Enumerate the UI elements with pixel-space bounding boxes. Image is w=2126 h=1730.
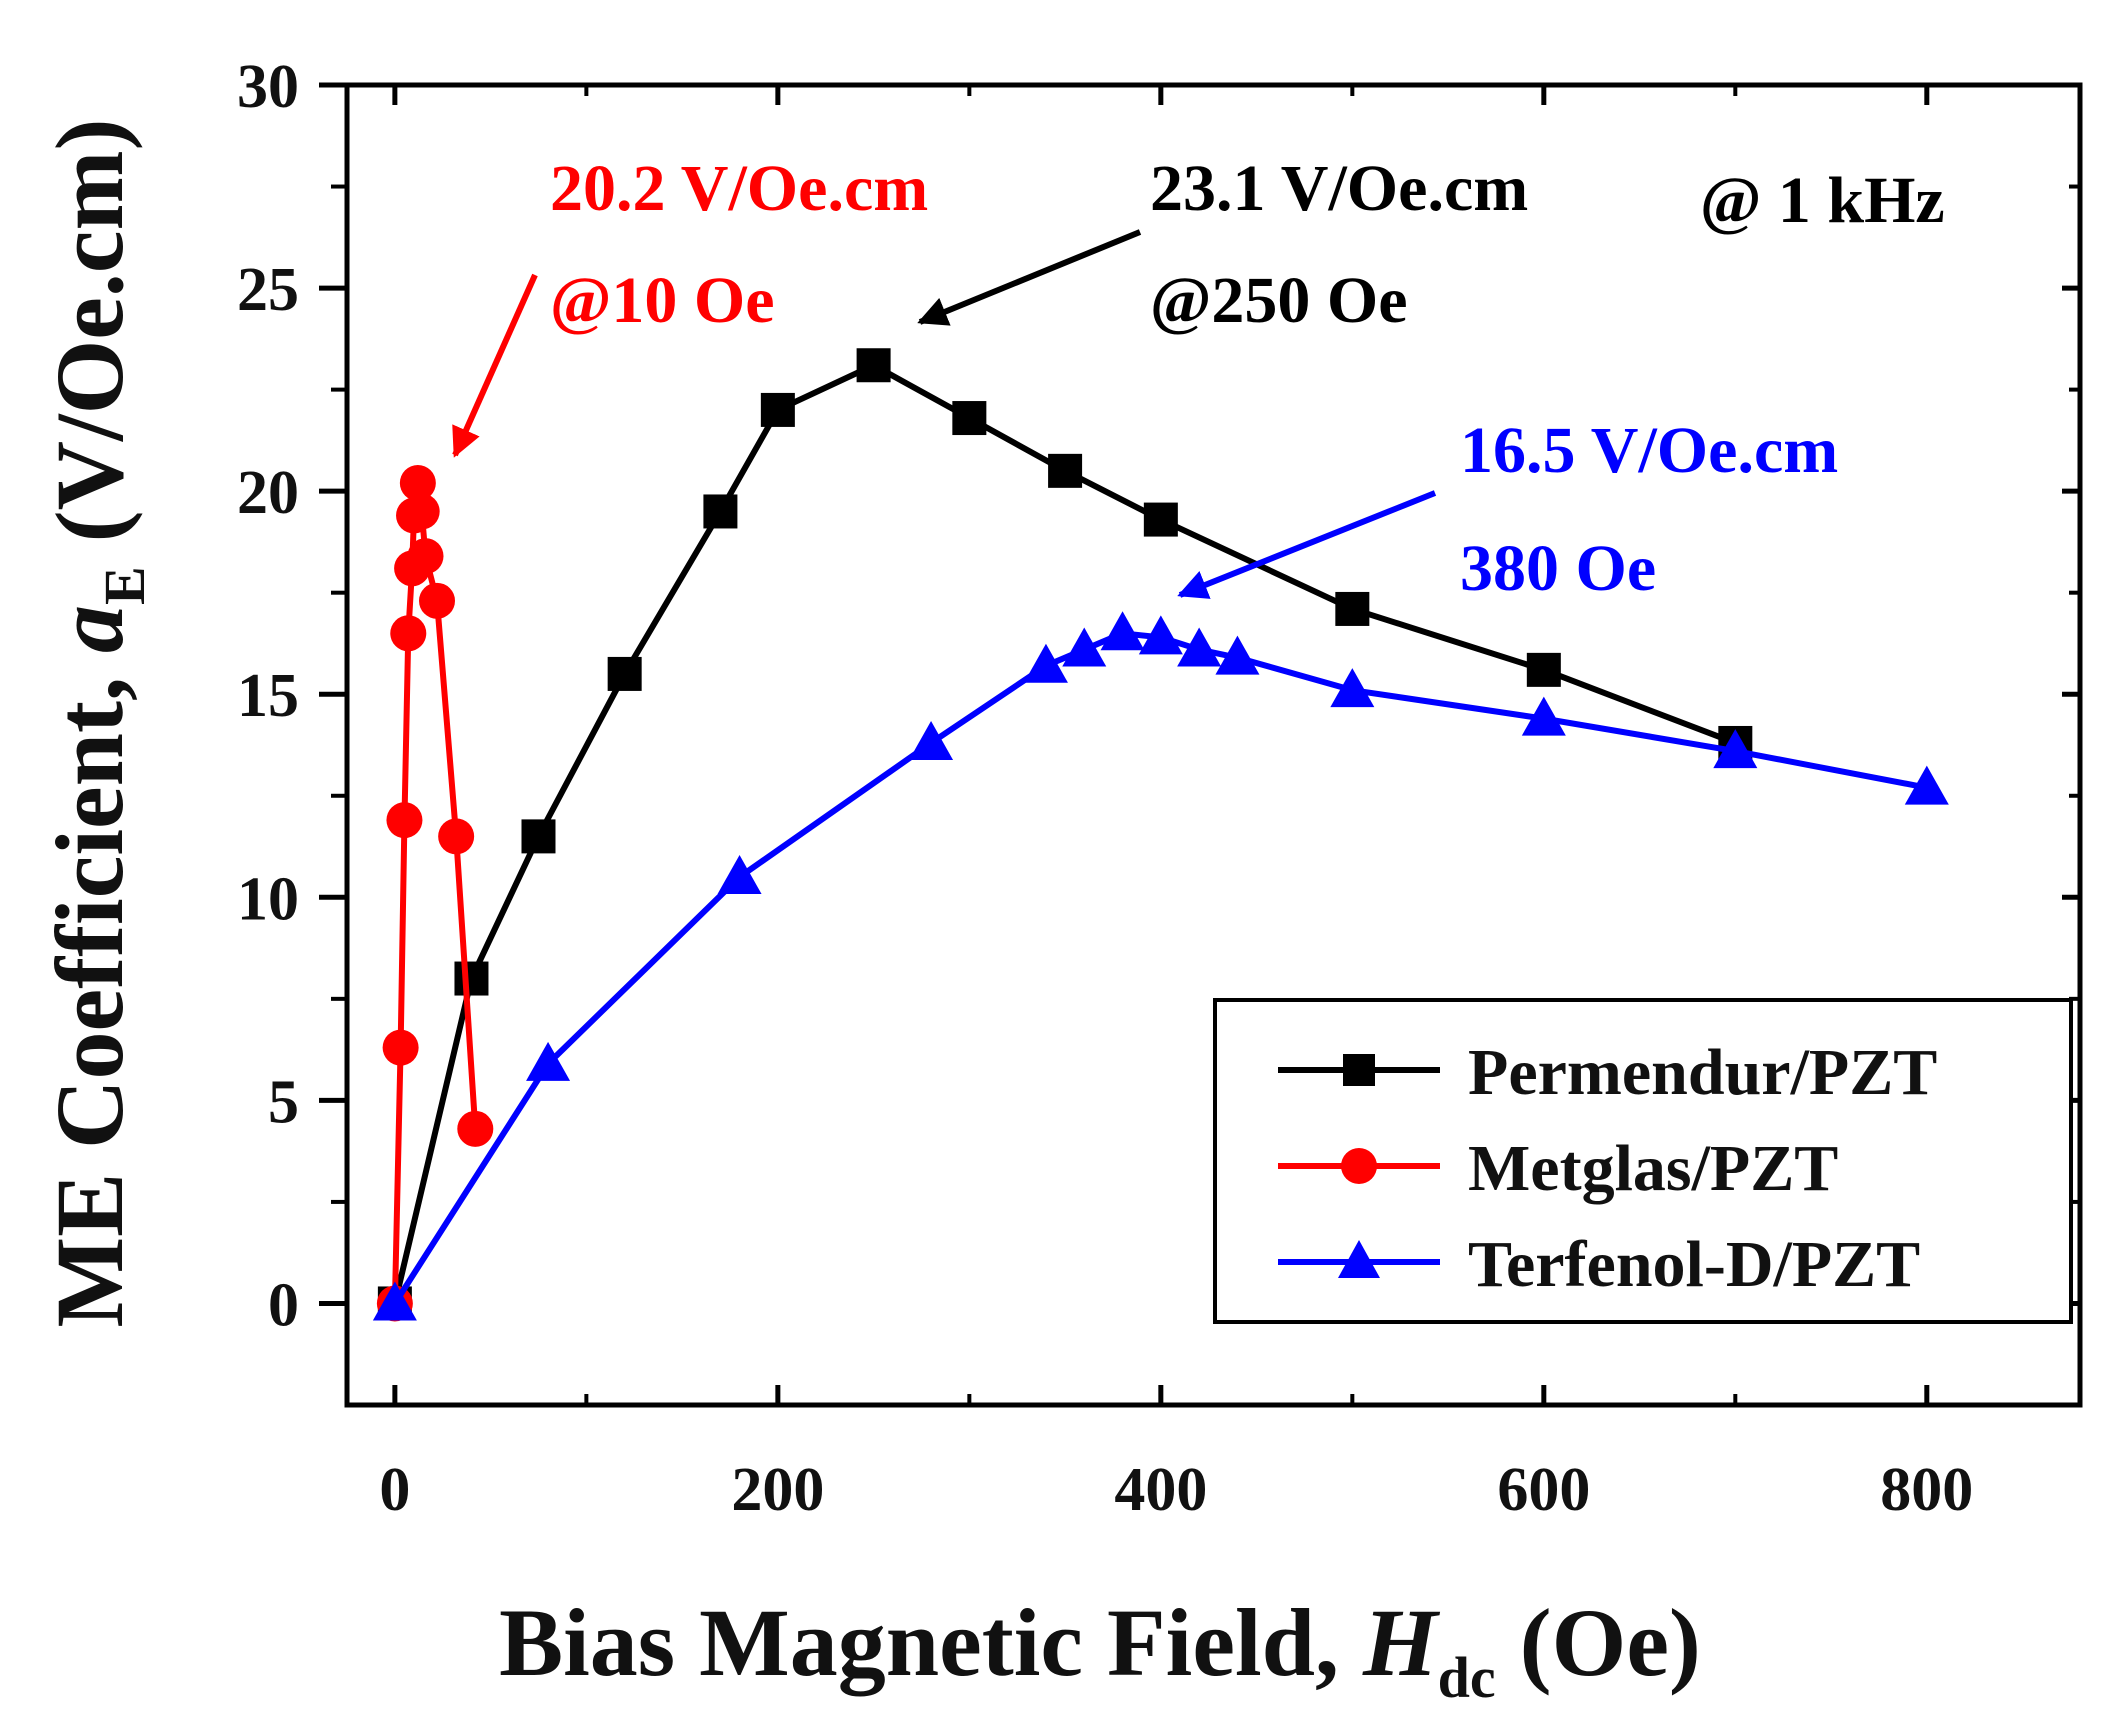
data-point-permendur bbox=[1143, 502, 1178, 537]
data-point-permendur bbox=[1526, 652, 1561, 687]
data-point-terfenol-d bbox=[1023, 643, 1068, 683]
annotations: 20.2 V/Oe.cm @10 Oe 23.1 V/Oe.cm @250 Oe… bbox=[452, 152, 1945, 605]
y-tick-label: 15 bbox=[237, 662, 299, 730]
axes: 0 200 400 600 800 0 5 10 15 20 25 30 bbox=[237, 53, 2083, 1524]
annotation-frequency: @ 1 kHz bbox=[1700, 164, 1945, 237]
annotation-metglas-field: @10 Oe bbox=[550, 264, 775, 337]
legend-label-metglas: Metglas/PZT bbox=[1468, 1132, 1838, 1205]
data-point-permendur bbox=[952, 401, 987, 436]
annotation-metglas-peak: 20.2 V/Oe.cm @10 Oe bbox=[452, 152, 928, 458]
data-point-metglas bbox=[403, 493, 440, 530]
x-tick-label: 800 bbox=[1880, 1456, 1973, 1524]
data-point-terfenol-d bbox=[372, 1281, 417, 1321]
annotation-permendur-arrow bbox=[917, 229, 1142, 326]
data-point-terfenol-d bbox=[1100, 611, 1145, 651]
data-point-metglas bbox=[438, 818, 475, 855]
data-point-metglas bbox=[399, 465, 436, 502]
series-metglas bbox=[376, 465, 494, 1322]
annotation-metglas-value: 20.2 V/Oe.cm bbox=[550, 152, 928, 225]
y-tick-label: 0 bbox=[268, 1271, 299, 1339]
data-point-terfenol-d bbox=[1330, 668, 1375, 708]
annotation-permendur-value: 23.1 V/Oe.cm bbox=[1150, 152, 1528, 225]
data-point-permendur bbox=[521, 819, 556, 854]
data-point-terfenol-d bbox=[526, 1041, 571, 1081]
y-tick-label: 30 bbox=[237, 53, 299, 121]
plot-area bbox=[372, 348, 1949, 1322]
annotation-permendur-peak: 23.1 V/Oe.cm @250 Oe bbox=[917, 152, 1528, 337]
data-point-permendur bbox=[760, 392, 795, 427]
x-axis-title: Bias Magnetic Field, Hdc (Oe) bbox=[499, 1589, 1701, 1710]
data-point-terfenol-d bbox=[1177, 627, 1222, 667]
data-point-metglas bbox=[407, 538, 444, 575]
x-tick-label: 200 bbox=[731, 1456, 824, 1524]
data-point-metglas bbox=[457, 1110, 494, 1147]
data-point-terfenol-d bbox=[909, 720, 954, 760]
legend-entry-permendur: Permendur/PZT bbox=[1278, 1036, 1937, 1109]
annotation-terfenol-value: 16.5 V/Oe.cm bbox=[1460, 414, 1838, 487]
data-point-permendur bbox=[856, 348, 891, 383]
data-point-terfenol-d bbox=[1713, 729, 1758, 769]
legend-entry-metglas: Metglas/PZT bbox=[1278, 1132, 1838, 1205]
annotation-terfenol-peak: 16.5 V/Oe.cm 380 Oe bbox=[1177, 414, 1838, 605]
plot-frame bbox=[344, 82, 2083, 1408]
x-tick-label: 400 bbox=[1114, 1456, 1207, 1524]
data-point-metglas bbox=[382, 1029, 419, 1066]
legend-label-permendur: Permendur/PZT bbox=[1468, 1036, 1937, 1109]
legend-marker-terfenol bbox=[1338, 1240, 1380, 1278]
legend-label-terfenol: Terfenol-D/PZT bbox=[1468, 1228, 1920, 1301]
data-point-permendur bbox=[607, 656, 642, 691]
annotation-permendur-field: @250 Oe bbox=[1150, 264, 1408, 337]
y-tick-label: 20 bbox=[237, 459, 299, 527]
data-point-permendur bbox=[1048, 453, 1083, 488]
y-tick-label: 10 bbox=[237, 865, 299, 933]
data-point-terfenol-d bbox=[1904, 765, 1949, 805]
data-point-permendur bbox=[1335, 591, 1370, 626]
series-terfenol-d bbox=[372, 611, 1949, 1321]
series-line-terfenol-d bbox=[392, 630, 1928, 1306]
data-point-terfenol-d bbox=[1215, 635, 1260, 675]
data-point-metglas bbox=[419, 582, 456, 619]
y-tick-label: 5 bbox=[268, 1068, 299, 1136]
x-tick-label: 600 bbox=[1497, 1456, 1590, 1524]
data-point-terfenol-d bbox=[1521, 696, 1566, 736]
legend: Permendur/PZT Metglas/PZT Terfenol-D/PZT bbox=[1213, 998, 2073, 1324]
data-point-permendur bbox=[454, 961, 489, 996]
annotation-terfenol-arrow bbox=[1177, 490, 1437, 599]
data-point-metglas bbox=[390, 615, 427, 652]
legend-entry-terfenol: Terfenol-D/PZT bbox=[1278, 1228, 1920, 1301]
data-point-terfenol-d bbox=[717, 855, 762, 894]
annotation-metglas-arrow bbox=[452, 273, 538, 458]
data-point-permendur bbox=[703, 494, 738, 529]
data-point-terfenol-d bbox=[1062, 627, 1107, 667]
legend-marker-metglas bbox=[1341, 1148, 1377, 1184]
y-axis-title: ME Coefficient, aE (V/Oe.cm) bbox=[36, 119, 157, 1328]
annotation-terfenol-field: 380 Oe bbox=[1460, 532, 1656, 605]
data-point-metglas bbox=[386, 802, 423, 839]
legend-marker-permendur bbox=[1343, 1054, 1375, 1086]
y-tick-label: 25 bbox=[237, 256, 299, 324]
x-tick-label: 0 bbox=[379, 1456, 410, 1524]
data-point-terfenol-d bbox=[1138, 615, 1183, 655]
